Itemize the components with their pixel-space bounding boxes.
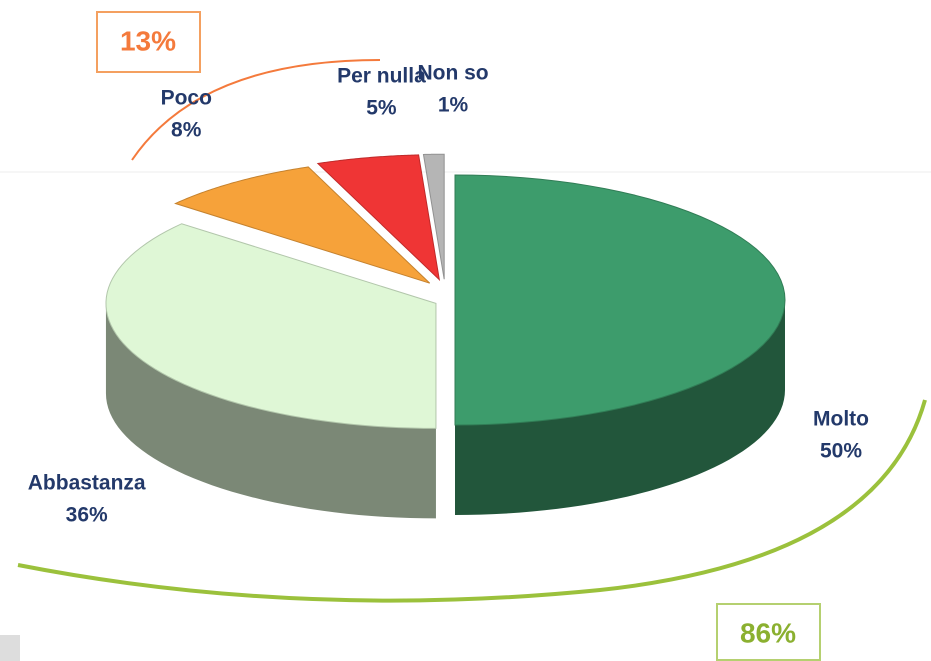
slice-label: Non so xyxy=(417,61,488,84)
value-label: 50% xyxy=(820,440,862,463)
value-label: 1% xyxy=(438,93,469,116)
slice-label: Poco xyxy=(161,86,212,109)
slice xyxy=(316,154,441,282)
slice xyxy=(174,166,431,284)
slice-side xyxy=(105,303,436,519)
value-label: 36% xyxy=(66,503,108,526)
slice-label: Molto xyxy=(813,408,869,431)
corner-box xyxy=(0,635,20,661)
slice xyxy=(454,174,786,426)
slice xyxy=(422,153,445,280)
slice-label: Abbastanza xyxy=(28,471,146,494)
value-label: 5% xyxy=(366,96,397,119)
group-arc xyxy=(17,399,927,603)
slice xyxy=(105,223,437,429)
slice-side xyxy=(455,300,785,515)
annotation-box xyxy=(716,603,821,661)
group-arc xyxy=(131,59,381,161)
annotation: 86% xyxy=(740,617,796,648)
value-label: 8% xyxy=(171,118,202,141)
annotation-box xyxy=(96,11,201,73)
annotation: 13% xyxy=(120,25,176,56)
slice-label: Per nulla xyxy=(337,64,426,87)
